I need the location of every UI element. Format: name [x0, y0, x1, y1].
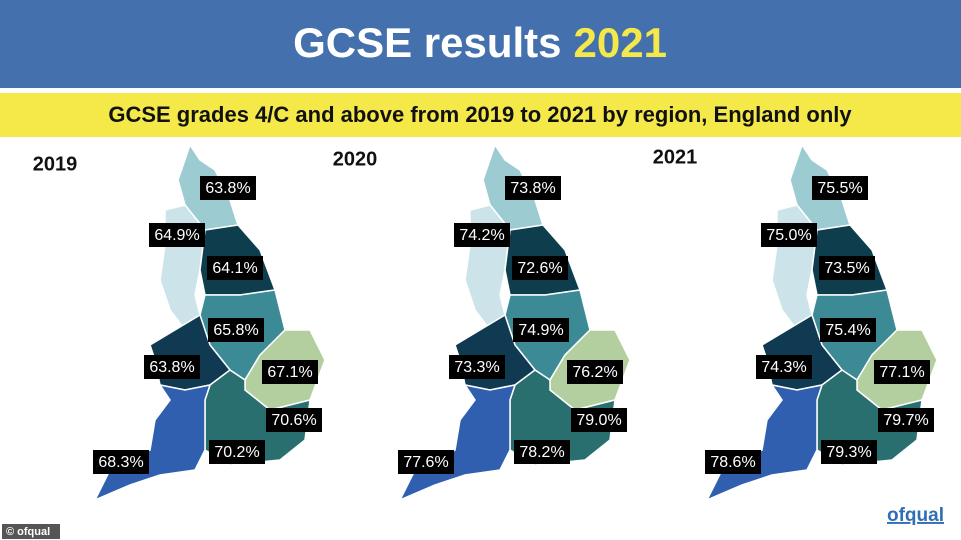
- subtitle-bar: [0, 93, 961, 137]
- label-box: [209, 440, 265, 464]
- label-box: [207, 256, 263, 280]
- label-box: [262, 360, 318, 384]
- label-box: [756, 355, 812, 379]
- label-box: [513, 318, 569, 342]
- label-box: [505, 176, 561, 200]
- label-box: [93, 450, 149, 474]
- map: 2020 73.8% 74.2% 72.6% 74.9% 73.3% 76.2% 79.0% 7…: [333, 143, 631, 502]
- region-label: 79.0%: [576, 412, 621, 429]
- region-label: 78.2%: [519, 444, 564, 461]
- region-label: 77.1%: [879, 364, 924, 381]
- region-label: 77.6%: [403, 454, 448, 471]
- label-box: [266, 408, 322, 432]
- label-box: [874, 360, 930, 384]
- region-label: 74.9%: [518, 322, 563, 339]
- label-box: [819, 256, 875, 280]
- map: 2019 63.8% 64.9% 64.1% 65.8% 63.8% 67.1% 70.6% 7…: [33, 143, 326, 502]
- region-label: 76.2%: [572, 364, 617, 381]
- title-year: 2021: [574, 19, 667, 66]
- region-label: 73.8%: [510, 180, 555, 197]
- label-box: [149, 223, 205, 247]
- label-box: [144, 355, 200, 379]
- region-label: 74.2%: [459, 227, 504, 244]
- map-year: 2019: [33, 153, 78, 175]
- label-box: [761, 223, 817, 247]
- region-label: 70.6%: [271, 412, 316, 429]
- credit-box: [2, 524, 60, 539]
- credit: © ofqual: [6, 526, 50, 538]
- region-label: 63.8%: [205, 180, 250, 197]
- label-box: [454, 223, 510, 247]
- label-box: [812, 176, 868, 200]
- map-year: 2021: [653, 146, 698, 168]
- region-label: 73.3%: [454, 359, 499, 376]
- label-box: [200, 176, 256, 200]
- region-label: 64.9%: [154, 227, 199, 244]
- region-label: 75.5%: [817, 180, 862, 197]
- label-box: [571, 408, 627, 432]
- label-box: [449, 355, 505, 379]
- maps: 2019 63.8% 64.9% 64.1% 65.8% 63.8% 67.1% 70.6% 7…: [33, 143, 938, 502]
- label-box: [878, 408, 934, 432]
- region-label: 64.1%: [212, 260, 257, 277]
- region-label: 63.8%: [149, 359, 194, 376]
- region-label: 68.3%: [98, 454, 143, 471]
- region-label: 79.3%: [826, 444, 871, 461]
- label-box: [208, 318, 264, 342]
- region-label: 79.7%: [883, 412, 928, 429]
- label-box: [567, 360, 623, 384]
- title-text: GCSE results: [293, 19, 561, 66]
- region-label: 67.1%: [267, 364, 312, 381]
- region-label: 75.4%: [825, 322, 870, 339]
- label-box: [821, 440, 877, 464]
- label-box: [514, 440, 570, 464]
- region-label: 70.2%: [214, 444, 259, 461]
- title: GCSE results 2021: [293, 19, 667, 66]
- map: 2021 75.5% 75.0% 73.5% 75.4% 74.3% 77.1% 79.7% 7…: [653, 143, 938, 502]
- label-box: [820, 318, 876, 342]
- region-label: 72.6%: [517, 260, 562, 277]
- label-box: [705, 450, 761, 474]
- region-label: 78.6%: [710, 454, 755, 471]
- region-label: 74.3%: [761, 359, 806, 376]
- region-label: 75.0%: [766, 227, 811, 244]
- header-bar: [0, 0, 961, 88]
- label-box: [398, 450, 454, 474]
- label-box: [512, 256, 568, 280]
- logo: ofqual: [887, 505, 944, 526]
- region-label: 65.8%: [213, 322, 258, 339]
- map-year: 2020: [333, 148, 378, 170]
- subtitle: GCSE grades 4/C and above from 2019 to 2…: [108, 102, 852, 127]
- region-label: 73.5%: [824, 260, 869, 277]
